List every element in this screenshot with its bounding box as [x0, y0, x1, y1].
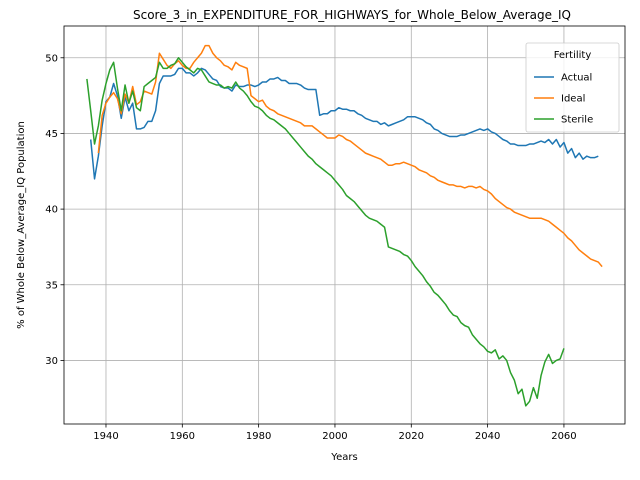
y-tick-label: 45	[45, 129, 58, 140]
x-tick-label: 2020	[399, 431, 424, 442]
y-tick-label: 30	[45, 356, 58, 367]
series-line-actual	[89, 67, 599, 180]
x-axis-label: Years	[330, 452, 357, 463]
legend-label-sterile: Sterile	[561, 115, 593, 126]
x-tick-label: 1980	[246, 431, 271, 442]
x-tick-label: 2000	[322, 431, 347, 442]
legend-title: Fertility	[554, 50, 592, 61]
legend-box	[525, 42, 620, 133]
x-tick-label: 1940	[93, 431, 118, 442]
y-axis-ticks: 30 35 40 45 50	[45, 53, 64, 367]
series-line-ideal	[97, 44, 603, 268]
legend-entries: Actual Ideal Sterile	[534, 73, 593, 126]
chart-title: Score_3_in_EXPENDITURE_FOR_HIGHWAYS_for_…	[133, 8, 571, 22]
legend: Fertility Actual Ideal Sterile	[525, 42, 620, 133]
x-axis-ticks: 1940 1960 1980 2000 2020 2040 2060	[93, 424, 577, 442]
x-tick-label: 1960	[170, 431, 195, 442]
y-tick-label: 50	[45, 53, 58, 64]
grid-lines	[64, 26, 625, 424]
x-tick-label: 2040	[475, 431, 500, 442]
series-line-sterile	[86, 57, 565, 407]
plot-frame	[63, 25, 626, 425]
y-tick-label: 35	[45, 280, 58, 291]
y-axis-label: % of Whole Below_Average_IQ Population	[16, 121, 27, 329]
legend-label-actual: Actual	[561, 73, 592, 84]
legend-label-ideal: Ideal	[561, 94, 585, 105]
x-tick-label: 2060	[551, 431, 576, 442]
series-lines	[86, 44, 603, 407]
y-tick-label: 40	[45, 205, 58, 216]
